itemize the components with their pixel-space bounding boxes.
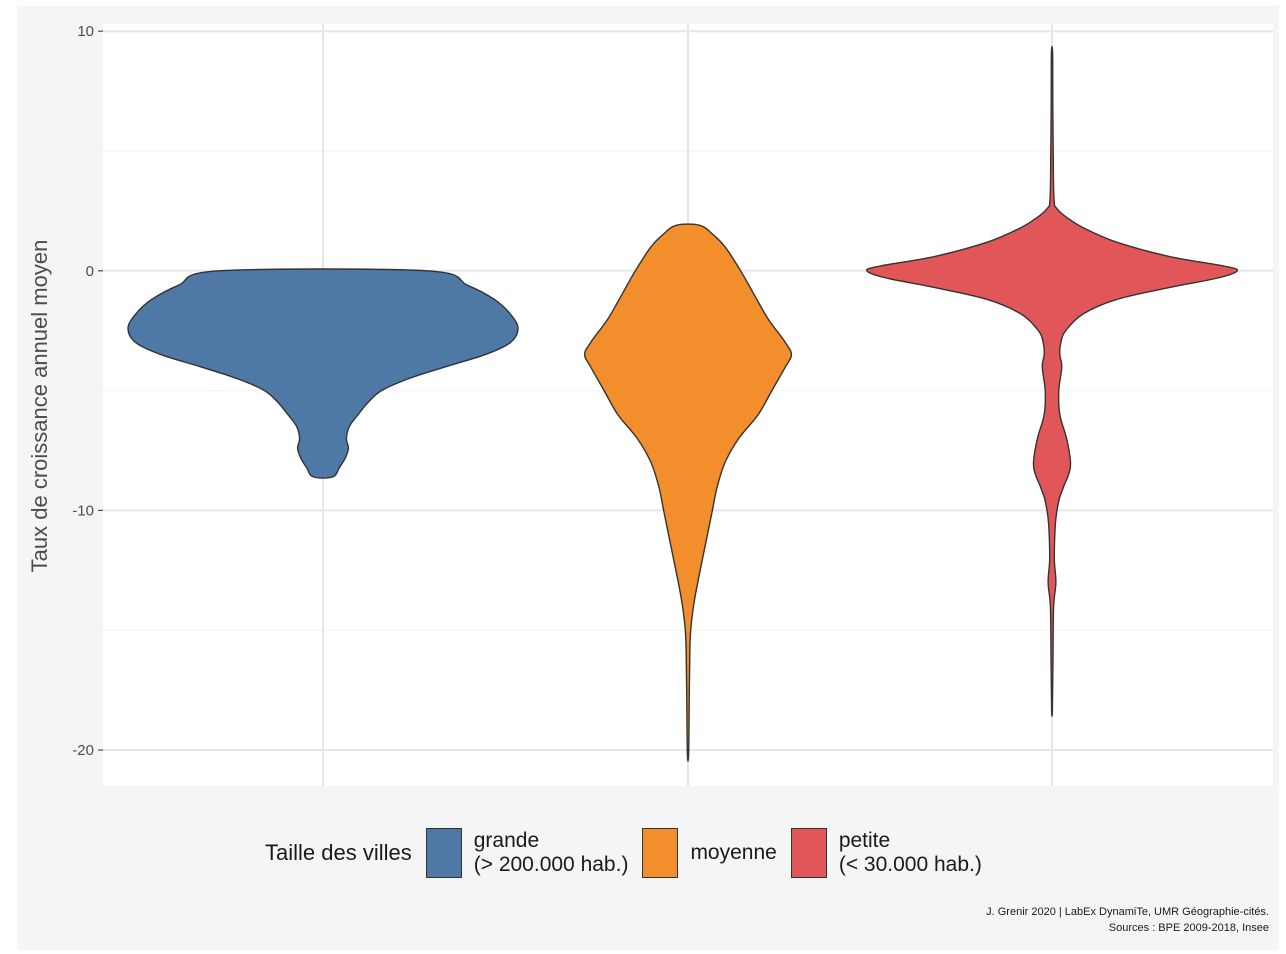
caption-line-1: J. Grenir 2020 | LabEx DynamiTe, UMR Géo… [986,906,1269,918]
y-tick-label: 0 [86,263,94,280]
y-tick-label: -20 [72,742,94,759]
y-tick-label: -10 [72,502,94,519]
legend-item-petite: petite (< 30.000 hab.) [790,828,982,878]
violin-plot: 10 0 -10 -20 Taux de croissance annuel moye… [27,23,1273,786]
legend-key-grande [425,828,462,878]
violin-moyenne [583,223,793,763]
violin-grande [127,268,519,479]
source-caption: J. Grenir 2020 | LabEx DynamiTe, UMR Géo… [986,904,1269,936]
legend-title: Taille des villes [265,840,412,865]
caption-line-2: Sources : BPE 2009-2018, Insee [1108,922,1269,934]
violins [127,45,1239,763]
y-axis: 10 0 -10 -20 [72,23,103,759]
legend-key-petite [790,828,827,878]
y-axis-label: Taux de croissance annuel moyen [27,240,52,573]
y-tick-label: 10 [77,23,94,40]
legend-label-moyenne: moyenne [690,841,777,864]
legend-item-moyenne: moyenne [642,828,777,878]
chart-figure: 10 0 -10 -20 Taux de croissance annuel moye… [17,6,1279,950]
legend-label-petite: petite (< 30.000 hab.) [838,829,982,876]
legend: Taille des villes grande (> 200.000 hab.… [265,828,996,878]
violin-petite [865,45,1239,717]
legend-label-grande: grande (> 200.000 hab.) [473,829,629,876]
legend-item-grande: grande (> 200.000 hab.) [425,828,629,878]
legend-key-moyenne [642,828,679,878]
